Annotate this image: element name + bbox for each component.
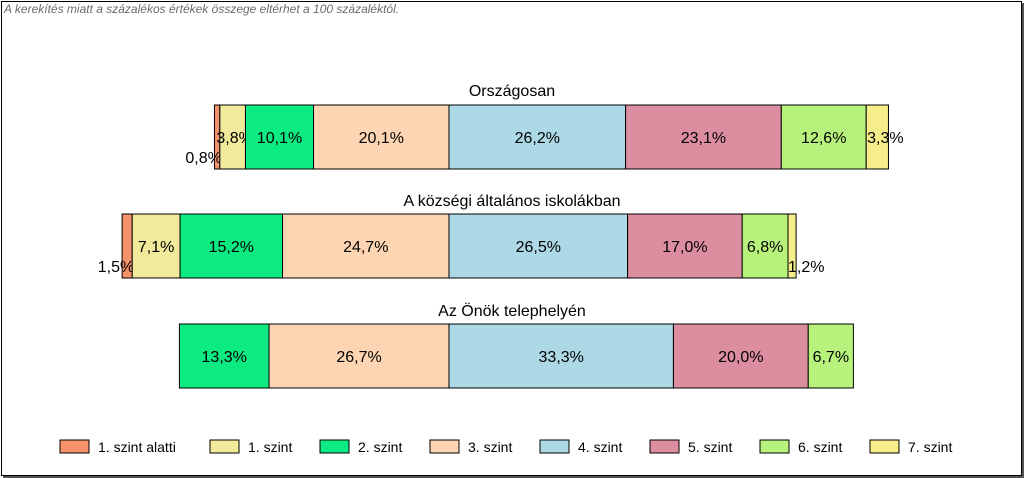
data-label-1-szint: 7,1%	[138, 239, 174, 256]
legend-label: 6. szint	[798, 439, 842, 455]
bar-segment-6-szint	[780, 104, 867, 170]
bar-segment-4-szint	[448, 323, 674, 389]
data-label-1-szint-alatti: 1,5%	[98, 259, 134, 276]
legend-item-2-szint: 2. szint	[319, 439, 402, 455]
legend-label: 1. szint alatti	[98, 439, 176, 455]
bar-segment-5-szint	[627, 213, 743, 279]
row-title: A községi általános iskolákban	[403, 193, 620, 210]
legend-item-1-szint: 1. szint	[209, 439, 292, 455]
legend-label: 2. szint	[358, 439, 402, 455]
bar-segment-1-szint	[131, 213, 181, 279]
legend-swatch	[869, 439, 900, 454]
legend-item-6-szint: 6. szint	[759, 439, 842, 455]
bar-segment-3-szint	[282, 213, 450, 279]
row-title: Országosan	[469, 83, 555, 100]
bar-segment-4-szint	[448, 104, 627, 170]
legend-label: 1. szint	[248, 439, 292, 455]
legend-label: 4. szint	[578, 439, 622, 455]
bar-segment-7-szint	[787, 213, 797, 279]
bar-segment-6-szint	[741, 213, 789, 279]
legend-label: 5. szint	[688, 439, 732, 455]
bar-segment-3-szint	[313, 104, 450, 170]
legend-item-5-szint: 5. szint	[649, 439, 732, 455]
data-label-2-szint: 10,1%	[257, 130, 302, 147]
bar-segment-2-szint	[244, 104, 315, 170]
legend-swatch	[59, 439, 90, 454]
bar-row-2: A községi általános iskolákban 1,5%7,1% 15…	[98, 193, 824, 279]
bar-segment-7-szint	[865, 104, 889, 170]
data-label-5-szint: 23,1%	[681, 130, 726, 147]
legend-label: 7. szint	[908, 439, 952, 455]
data-label-5-szint: 20,0%	[718, 349, 763, 366]
legend-swatch	[539, 439, 570, 454]
bar-segment-6-szint	[807, 323, 854, 389]
legend: 1. szint alatti 1. szint 2. szint 3. szint 4…	[59, 439, 952, 455]
data-label-1-szint-alatti: 0,8%	[185, 150, 221, 167]
legend-swatch	[649, 439, 680, 454]
data-label-4-szint: 26,2%	[515, 130, 560, 147]
data-label-6-szint: 12,6%	[801, 130, 846, 147]
legend-label: 3. szint	[468, 439, 512, 455]
data-label-5-szint: 17,0%	[662, 239, 707, 256]
row-title: Az Önök telephelyén	[438, 302, 586, 320]
legend-swatch	[759, 439, 790, 454]
data-label-4-szint: 33,3%	[539, 349, 584, 366]
bar-segment-5-szint	[625, 104, 782, 170]
data-label-6-szint: 6,8%	[747, 239, 783, 256]
data-label-7-szint: 1,2%	[788, 259, 824, 276]
legend-item-4-szint: 4. szint	[539, 439, 622, 455]
legend-item-3-szint: 3. szint	[429, 439, 512, 455]
data-label-7-szint: 3,3%	[867, 130, 903, 147]
bar-segment-2-szint	[178, 323, 270, 389]
bar-segment-4-szint	[448, 213, 629, 279]
bar-row-1: Országosan 0,8% 3,8% 10,1% 20,1% 26,2% 23,1% 12…	[185, 83, 904, 170]
data-label-2-szint: 13,3%	[202, 349, 247, 366]
data-label-6-szint: 6,7%	[813, 349, 849, 366]
rounding-note: A kerekítés miatt a százalékos értékek ö…	[4, 2, 400, 16]
bar-segment-2-szint	[179, 213, 284, 279]
bar-row-3: Az Önök telephelyén 13,3% 26,7% 33,3% 20,0% 6…	[178, 302, 854, 389]
bar-segment-3-szint	[268, 323, 450, 389]
data-label-3-szint: 26,7%	[336, 349, 381, 366]
legend-swatch	[209, 439, 240, 454]
legend-item-7-szint: 7. szint	[869, 439, 952, 455]
legend-item-1-szint-alatti: 1. szint alatti	[59, 439, 176, 455]
data-label-3-szint: 24,7%	[343, 239, 388, 256]
data-label-2-szint: 15,2%	[209, 239, 254, 256]
legend-swatch	[319, 439, 350, 454]
legend-swatch	[429, 439, 460, 454]
bar-segment-5-szint	[672, 323, 809, 389]
data-label-4-szint: 26,5%	[516, 239, 561, 256]
data-label-1-szint: 3,8%	[216, 130, 252, 147]
data-label-3-szint: 20,1%	[359, 130, 404, 147]
